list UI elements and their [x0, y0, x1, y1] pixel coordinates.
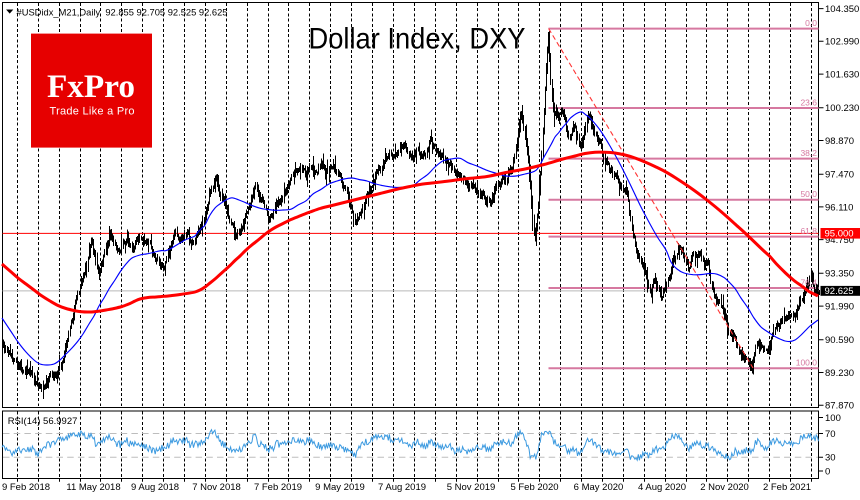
- svg-text:7 Aug 2019: 7 Aug 2019: [378, 482, 426, 493]
- svg-text:5 Nov 2019: 5 Nov 2019: [447, 482, 496, 493]
- svg-text:50.0: 50.0: [800, 189, 817, 199]
- svg-text:96.110: 96.110: [825, 202, 853, 213]
- svg-text:89.230: 89.230: [825, 368, 854, 379]
- svg-text:#USDidx_M21,Daily 92.855 92.7: #USDidx_M21,Daily 92.855 92.705 92.525 9…: [17, 7, 228, 18]
- svg-text:0.0: 0.0: [805, 18, 817, 28]
- svg-text:11 May 2018: 11 May 2018: [66, 482, 120, 493]
- svg-text:9 Aug 2018: 9 Aug 2018: [131, 482, 179, 493]
- svg-text:5 Feb 2020: 5 Feb 2020: [510, 482, 558, 493]
- svg-text:7 Nov 2018: 7 Nov 2018: [192, 482, 241, 493]
- svg-text:30: 30: [825, 453, 836, 464]
- svg-text:76.4: 76.4: [800, 277, 817, 287]
- svg-text:RSI(14) 56.9927: RSI(14) 56.9927: [8, 416, 78, 427]
- svg-text:92.625: 92.625: [825, 286, 854, 297]
- svg-text:70: 70: [825, 429, 836, 440]
- svg-text:91.990: 91.990: [825, 302, 854, 313]
- svg-text:94.750: 94.750: [825, 235, 854, 246]
- svg-text:98.870: 98.870: [825, 136, 854, 147]
- svg-text:104.350: 104.350: [825, 4, 859, 15]
- svg-text:2 Nov 2020: 2 Nov 2020: [700, 482, 749, 493]
- svg-text:97.470: 97.470: [825, 170, 854, 181]
- svg-text:9 May 2019: 9 May 2019: [315, 482, 365, 493]
- svg-text:87.870: 87.870: [825, 401, 854, 412]
- svg-text:100.0: 100.0: [796, 358, 818, 368]
- svg-text:100: 100: [825, 413, 841, 424]
- svg-text:4 Aug 2020: 4 Aug 2020: [638, 482, 686, 493]
- svg-text:Dollar Index, DXY: Dollar Index, DXY: [309, 23, 526, 56]
- svg-text:0: 0: [825, 466, 830, 477]
- svg-text:7 Feb 2019: 7 Feb 2019: [254, 482, 302, 493]
- svg-text:90.590: 90.590: [825, 335, 854, 346]
- svg-text:6 May 2020: 6 May 2020: [574, 482, 624, 493]
- svg-text:102.990: 102.990: [825, 37, 859, 48]
- svg-text:23.6: 23.6: [800, 97, 817, 107]
- svg-text:FxPro: FxPro: [47, 69, 135, 105]
- svg-text:38.2: 38.2: [800, 148, 817, 158]
- svg-text:61.8: 61.8: [800, 226, 817, 236]
- svg-text:2 Feb 2021: 2 Feb 2021: [763, 482, 811, 493]
- svg-text:Trade Like a Pro: Trade Like a Pro: [50, 106, 135, 118]
- svg-text:9 Feb 2018: 9 Feb 2018: [2, 482, 50, 493]
- svg-text:93.350: 93.350: [825, 269, 854, 280]
- svg-text:100.230: 100.230: [825, 103, 859, 114]
- svg-text:95.000: 95.000: [825, 229, 854, 240]
- svg-text:101.630: 101.630: [825, 70, 859, 81]
